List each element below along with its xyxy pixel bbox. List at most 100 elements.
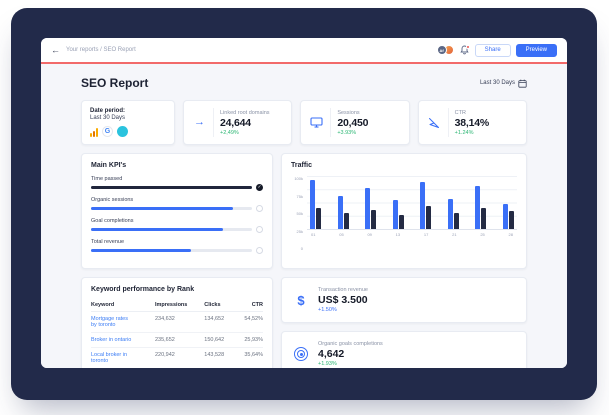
report-header: SEO Report Last 30 Days xyxy=(81,76,527,90)
divider xyxy=(447,108,449,137)
mini-delta: +1.50% xyxy=(318,307,337,313)
stat-body: CTR 38,14% +1.24% xyxy=(454,109,490,136)
date-filter-label: Last 30 Days xyxy=(479,80,515,86)
stat-label: Sessions xyxy=(337,109,360,116)
y-tick: 25k xyxy=(296,228,303,234)
traffic-title: Traffic xyxy=(291,162,313,169)
mini-label: Transaction revenue xyxy=(318,287,368,293)
y-tick: 0 xyxy=(300,246,303,251)
stat-card-linked-root-domains: → Linked root domains 24,644 +2,49% xyxy=(183,100,293,145)
kpi-label: Total revenue xyxy=(91,239,125,245)
google-icon[interactable]: G xyxy=(102,126,113,137)
mini-label: Organic goals completions xyxy=(318,341,383,347)
teal-source-icon[interactable] xyxy=(117,126,128,137)
table-row: Local broker in toronto 220,942 143,528 … xyxy=(91,348,263,369)
impressions-cell: 220,942 xyxy=(154,352,175,358)
monitor-icon xyxy=(309,117,324,128)
y-tick: 75k xyxy=(296,193,303,199)
date-period-card: Date period: Last 30 Days G xyxy=(81,100,175,145)
target-icon xyxy=(293,347,309,361)
table-row: Broker in ontario 235,652 150,642 25,93% xyxy=(91,332,263,348)
ctr-cell: 54,52% xyxy=(234,311,263,333)
keyword-table: Keyword Impressions Clicks CTR Mortgage … xyxy=(91,300,263,368)
plot-area xyxy=(307,176,517,230)
topbar-actions: Af Share Preview xyxy=(436,43,557,57)
y-tick: 50k xyxy=(296,211,303,216)
divider xyxy=(213,108,214,137)
notification-dot xyxy=(465,44,470,49)
connected-sources: G xyxy=(90,126,166,137)
mini-body: Organic goals completions 4,642 +1.93% xyxy=(318,341,383,367)
arrow-glyph: → xyxy=(194,116,205,128)
share-button[interactable]: Share xyxy=(474,43,511,57)
y-axis: 100k 75k 50k 25k 0 xyxy=(291,176,303,260)
traffic-card: Traffic 100k 75k 50k 25k 0 xyxy=(281,153,527,269)
device-frame: ← Your reports / SEO Report Af Share Pre… xyxy=(11,8,597,400)
divider xyxy=(330,108,332,137)
transaction-revenue-card: $ Transaction revenue US$ 3.500 +1.50% xyxy=(281,277,527,323)
keyword-performance-card: Keyword performance by Rank Keyword Impr… xyxy=(81,277,273,368)
breadcrumb[interactable]: Your reports / SEO Report xyxy=(66,47,136,53)
avatar-group: Af xyxy=(436,45,454,55)
bar-group xyxy=(420,176,432,229)
kpi-status-circle[interactable] xyxy=(256,226,263,233)
keyword-card-title: Keyword performance by Rank xyxy=(91,286,195,293)
bar-group xyxy=(365,176,377,229)
bar-group xyxy=(310,176,321,229)
x-tick: 01 xyxy=(311,232,316,237)
calendar-icon xyxy=(518,79,527,88)
kpi-row: Goal completions xyxy=(91,218,263,233)
date-period-value: Last 30 Days xyxy=(90,115,126,121)
bar-group xyxy=(447,176,459,229)
mini-value: 4,642 xyxy=(318,348,345,360)
avatar[interactable]: Af xyxy=(436,45,447,55)
kpi-label: Organic sessions xyxy=(91,197,134,203)
date-filter[interactable]: Last 30 Days xyxy=(480,79,527,88)
stat-value: 38,14% xyxy=(454,116,490,129)
keyword-link[interactable]: Broker in ontario xyxy=(91,337,132,343)
bar-group xyxy=(392,176,404,229)
table-row: Mortgage rates by toronto 234,632 134,65… xyxy=(91,311,263,333)
stat-value: 24,644 xyxy=(220,116,251,129)
stat-label: CTR xyxy=(454,109,466,116)
column-header: Clicks xyxy=(204,300,235,312)
kpi-row: Time passed ✓ xyxy=(91,176,263,191)
ctr-cell: 25,93% xyxy=(234,332,263,348)
column-header: Impressions xyxy=(154,300,205,312)
impressions-cell: 235,652 xyxy=(154,332,205,348)
dollar-glyph: $ xyxy=(297,292,305,308)
notifications-button[interactable] xyxy=(459,44,470,56)
kpi-label: Goal completions xyxy=(91,218,134,224)
kpi-row: Total revenue xyxy=(91,239,263,254)
cursor-icon xyxy=(427,117,442,129)
ctr-cell: 35,64% xyxy=(244,352,263,358)
summary-cards-row: Date period: Last 30 Days G → Linked roo… xyxy=(81,100,527,145)
kpi-status-circle[interactable] xyxy=(256,247,263,254)
progress-bar xyxy=(91,249,252,252)
stat-delta: +2,49% xyxy=(220,129,239,136)
x-tick: 25 xyxy=(480,232,485,237)
keyword-link[interactable]: Mortgage rates by toronto xyxy=(91,316,128,328)
clicks-cell: 134,652 xyxy=(204,311,235,333)
preview-button[interactable]: Preview xyxy=(515,43,557,57)
bar-group xyxy=(475,176,487,229)
keyword-link[interactable]: Local broker in toronto xyxy=(91,352,128,364)
back-icon[interactable]: ← xyxy=(51,44,60,55)
x-tick: 17 xyxy=(423,232,429,237)
check-icon[interactable]: ✓ xyxy=(256,184,263,191)
column-header: Keyword xyxy=(91,300,155,312)
kpi-status-circle[interactable] xyxy=(256,205,263,212)
date-period-label: Date period: xyxy=(90,108,126,114)
x-tick: 13 xyxy=(395,232,401,237)
dollar-icon: $ xyxy=(293,293,309,308)
mini-delta: +1.93% xyxy=(318,361,337,367)
right-stack: $ Transaction revenue US$ 3.500 +1.50% O… xyxy=(281,277,527,368)
mini-body: Transaction revenue US$ 3.500 +1.50% xyxy=(318,287,368,313)
mini-value: US$ 3.500 xyxy=(318,294,368,306)
report-content: SEO Report Last 30 Days Date period: Las… xyxy=(41,64,567,368)
accent-line xyxy=(41,62,567,64)
stat-delta: +1.24% xyxy=(454,129,474,136)
clicks-cell: 150,642 xyxy=(204,332,235,348)
analytics-icon[interactable] xyxy=(90,128,98,137)
kpi-row: Organic sessions xyxy=(91,197,263,212)
